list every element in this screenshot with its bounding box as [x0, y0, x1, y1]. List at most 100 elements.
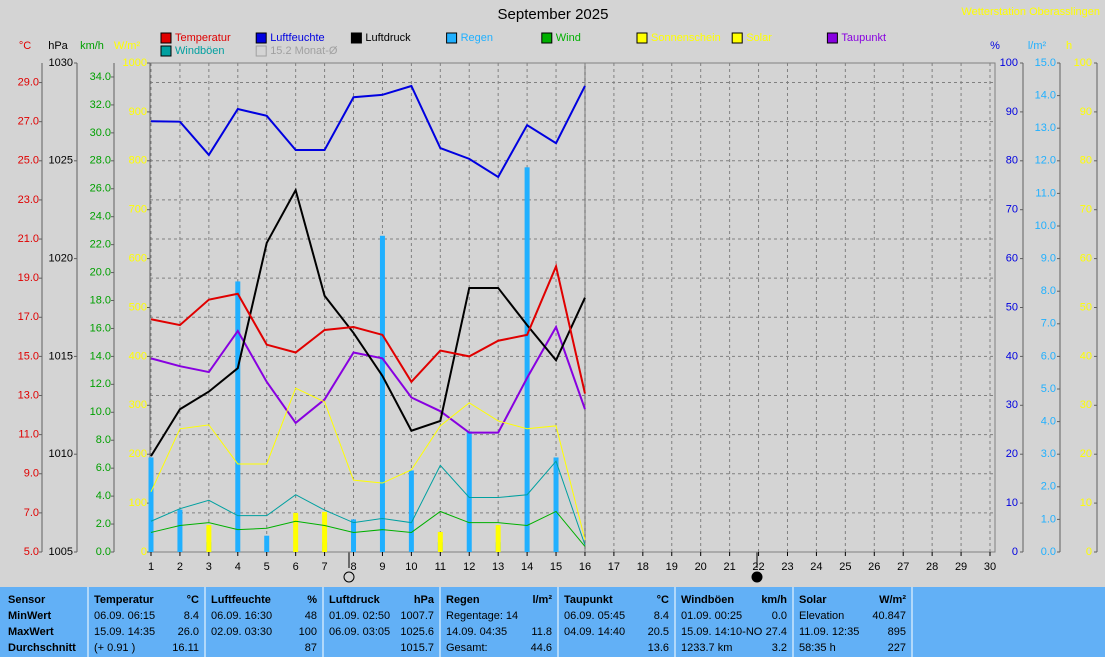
- y-tick-label: 20: [1080, 448, 1092, 460]
- y-tick-label: 900: [129, 106, 147, 118]
- column-unit: hPa: [414, 594, 435, 606]
- y-tick-label: 12.0: [1035, 155, 1056, 167]
- x-tick-label: 6: [293, 561, 299, 573]
- cell-text: 1233.7 km: [681, 642, 732, 654]
- x-tick-label: 15: [550, 561, 562, 573]
- y-tick-label: 1015: [49, 350, 73, 362]
- column-unit: °C: [657, 594, 669, 606]
- y-axis-title: %: [990, 40, 1000, 52]
- y-tick-label: 23.0: [18, 194, 39, 206]
- y-tick-label: 6.0: [1041, 350, 1056, 362]
- legend-swatch: [731, 32, 743, 44]
- legend-label: Taupunkt: [841, 32, 886, 44]
- cell-value: 11.8: [531, 626, 552, 638]
- x-tick-label: 11: [435, 561, 446, 573]
- full-moon: [343, 571, 355, 583]
- column-title: Temperatur: [94, 594, 154, 606]
- y-tick-label: 6.0: [96, 462, 111, 474]
- y-tick-label: 25.0: [18, 155, 39, 167]
- x-tick-label: 22: [752, 561, 764, 573]
- bar: [408, 470, 414, 552]
- series-line: [150, 460, 586, 546]
- bar: [206, 525, 212, 552]
- series-line: [150, 263, 586, 394]
- cell-value: 1015.7: [400, 642, 434, 654]
- y-tick-label: 13.0: [18, 389, 39, 401]
- cell-value: 27.4: [766, 626, 787, 638]
- legend-swatch: [350, 32, 362, 44]
- bar: [466, 431, 472, 552]
- y-tick-label: 7.0: [1041, 318, 1056, 330]
- column-unit: %: [307, 594, 317, 606]
- y-tick-label: 10: [1080, 497, 1092, 509]
- x-tick-label: 26: [868, 561, 880, 573]
- x-tick-label: 19: [666, 561, 678, 573]
- y-tick-label: 80: [1080, 155, 1092, 167]
- y-tick-label: 100: [1074, 57, 1092, 69]
- y-tick-label: 700: [129, 204, 147, 216]
- legend-swatch: [160, 45, 172, 57]
- x-tick-label: 27: [897, 561, 909, 573]
- column-title: Solar: [799, 594, 827, 606]
- y-tick-label: 1.0: [1041, 513, 1056, 525]
- y-tick-label: 24.0: [90, 211, 111, 223]
- y-tick-label: 2.0: [96, 518, 111, 530]
- bar: [379, 235, 385, 552]
- y-tick-label: 22.0: [90, 239, 111, 251]
- cell-text: 04.09. 14:40: [564, 626, 625, 638]
- column-title: Luftfeuchte: [211, 594, 271, 606]
- cell-text: Gesamt:: [446, 642, 488, 654]
- x-tick-label: 5: [264, 561, 270, 573]
- y-tick-label: 11.0: [18, 429, 39, 441]
- column-unit: °C: [187, 594, 199, 606]
- cell-text: 01.09. 02:50: [329, 610, 390, 622]
- y-tick-label: 17.0: [18, 311, 39, 323]
- cell-value: 8.4: [184, 610, 199, 622]
- y-tick-label: 30: [1006, 399, 1018, 411]
- y-tick-label: 90: [1006, 106, 1018, 118]
- table-header: Sensor: [8, 594, 46, 606]
- y-tick-label: 60: [1006, 253, 1018, 265]
- plot-area: [149, 62, 996, 553]
- column-title: Taupunkt: [564, 594, 613, 606]
- y-tick-label: 4.0: [1041, 416, 1056, 428]
- bar: [495, 525, 501, 552]
- series-line: [150, 187, 586, 457]
- x-tick-label: 4: [235, 561, 241, 573]
- y-tick-label: 5.0: [24, 546, 39, 558]
- cell-value: 87: [305, 642, 317, 654]
- bar: [437, 531, 443, 552]
- bar: [553, 457, 559, 552]
- x-tick-label: 21: [723, 561, 735, 573]
- cell-value: 0.0: [772, 610, 787, 622]
- legend-label: Temperatur: [175, 32, 231, 44]
- x-tick-label: 7: [322, 561, 328, 573]
- bar: [264, 535, 270, 552]
- y-axis-title: hPa: [48, 40, 68, 52]
- y-tick-label: 3.0: [1041, 448, 1056, 460]
- y-tick-label: 11.0: [1035, 187, 1056, 199]
- x-tick-label: 28: [926, 561, 938, 573]
- x-tick-label: 18: [637, 561, 649, 573]
- new-moon: [751, 571, 763, 583]
- y-tick-label: 21.0: [18, 233, 39, 245]
- y-tick-label: 10: [1006, 497, 1018, 509]
- y-tick-label: 34.0: [90, 71, 111, 83]
- y-tick-label: 600: [129, 253, 147, 265]
- legend-label: Wind: [556, 32, 581, 44]
- stats-table-background: [0, 587, 1105, 657]
- y-tick-label: 19.0: [18, 272, 39, 284]
- series-line: [150, 84, 586, 179]
- series-line: [150, 510, 586, 547]
- y-axis-title: l/m²: [1028, 40, 1047, 52]
- x-tick-label: 12: [463, 561, 475, 573]
- y-tick-label: 14.0: [1035, 90, 1056, 102]
- column-unit: km/h: [761, 594, 787, 606]
- legend-label: Luftfeuchte: [270, 32, 324, 44]
- cell-value: 1025.6: [400, 626, 434, 638]
- y-tick-label: 60: [1080, 253, 1092, 265]
- y-tick-label: 15.0: [18, 350, 39, 362]
- x-tick-label: 3: [206, 561, 212, 573]
- y-tick-label: 26.0: [90, 183, 111, 195]
